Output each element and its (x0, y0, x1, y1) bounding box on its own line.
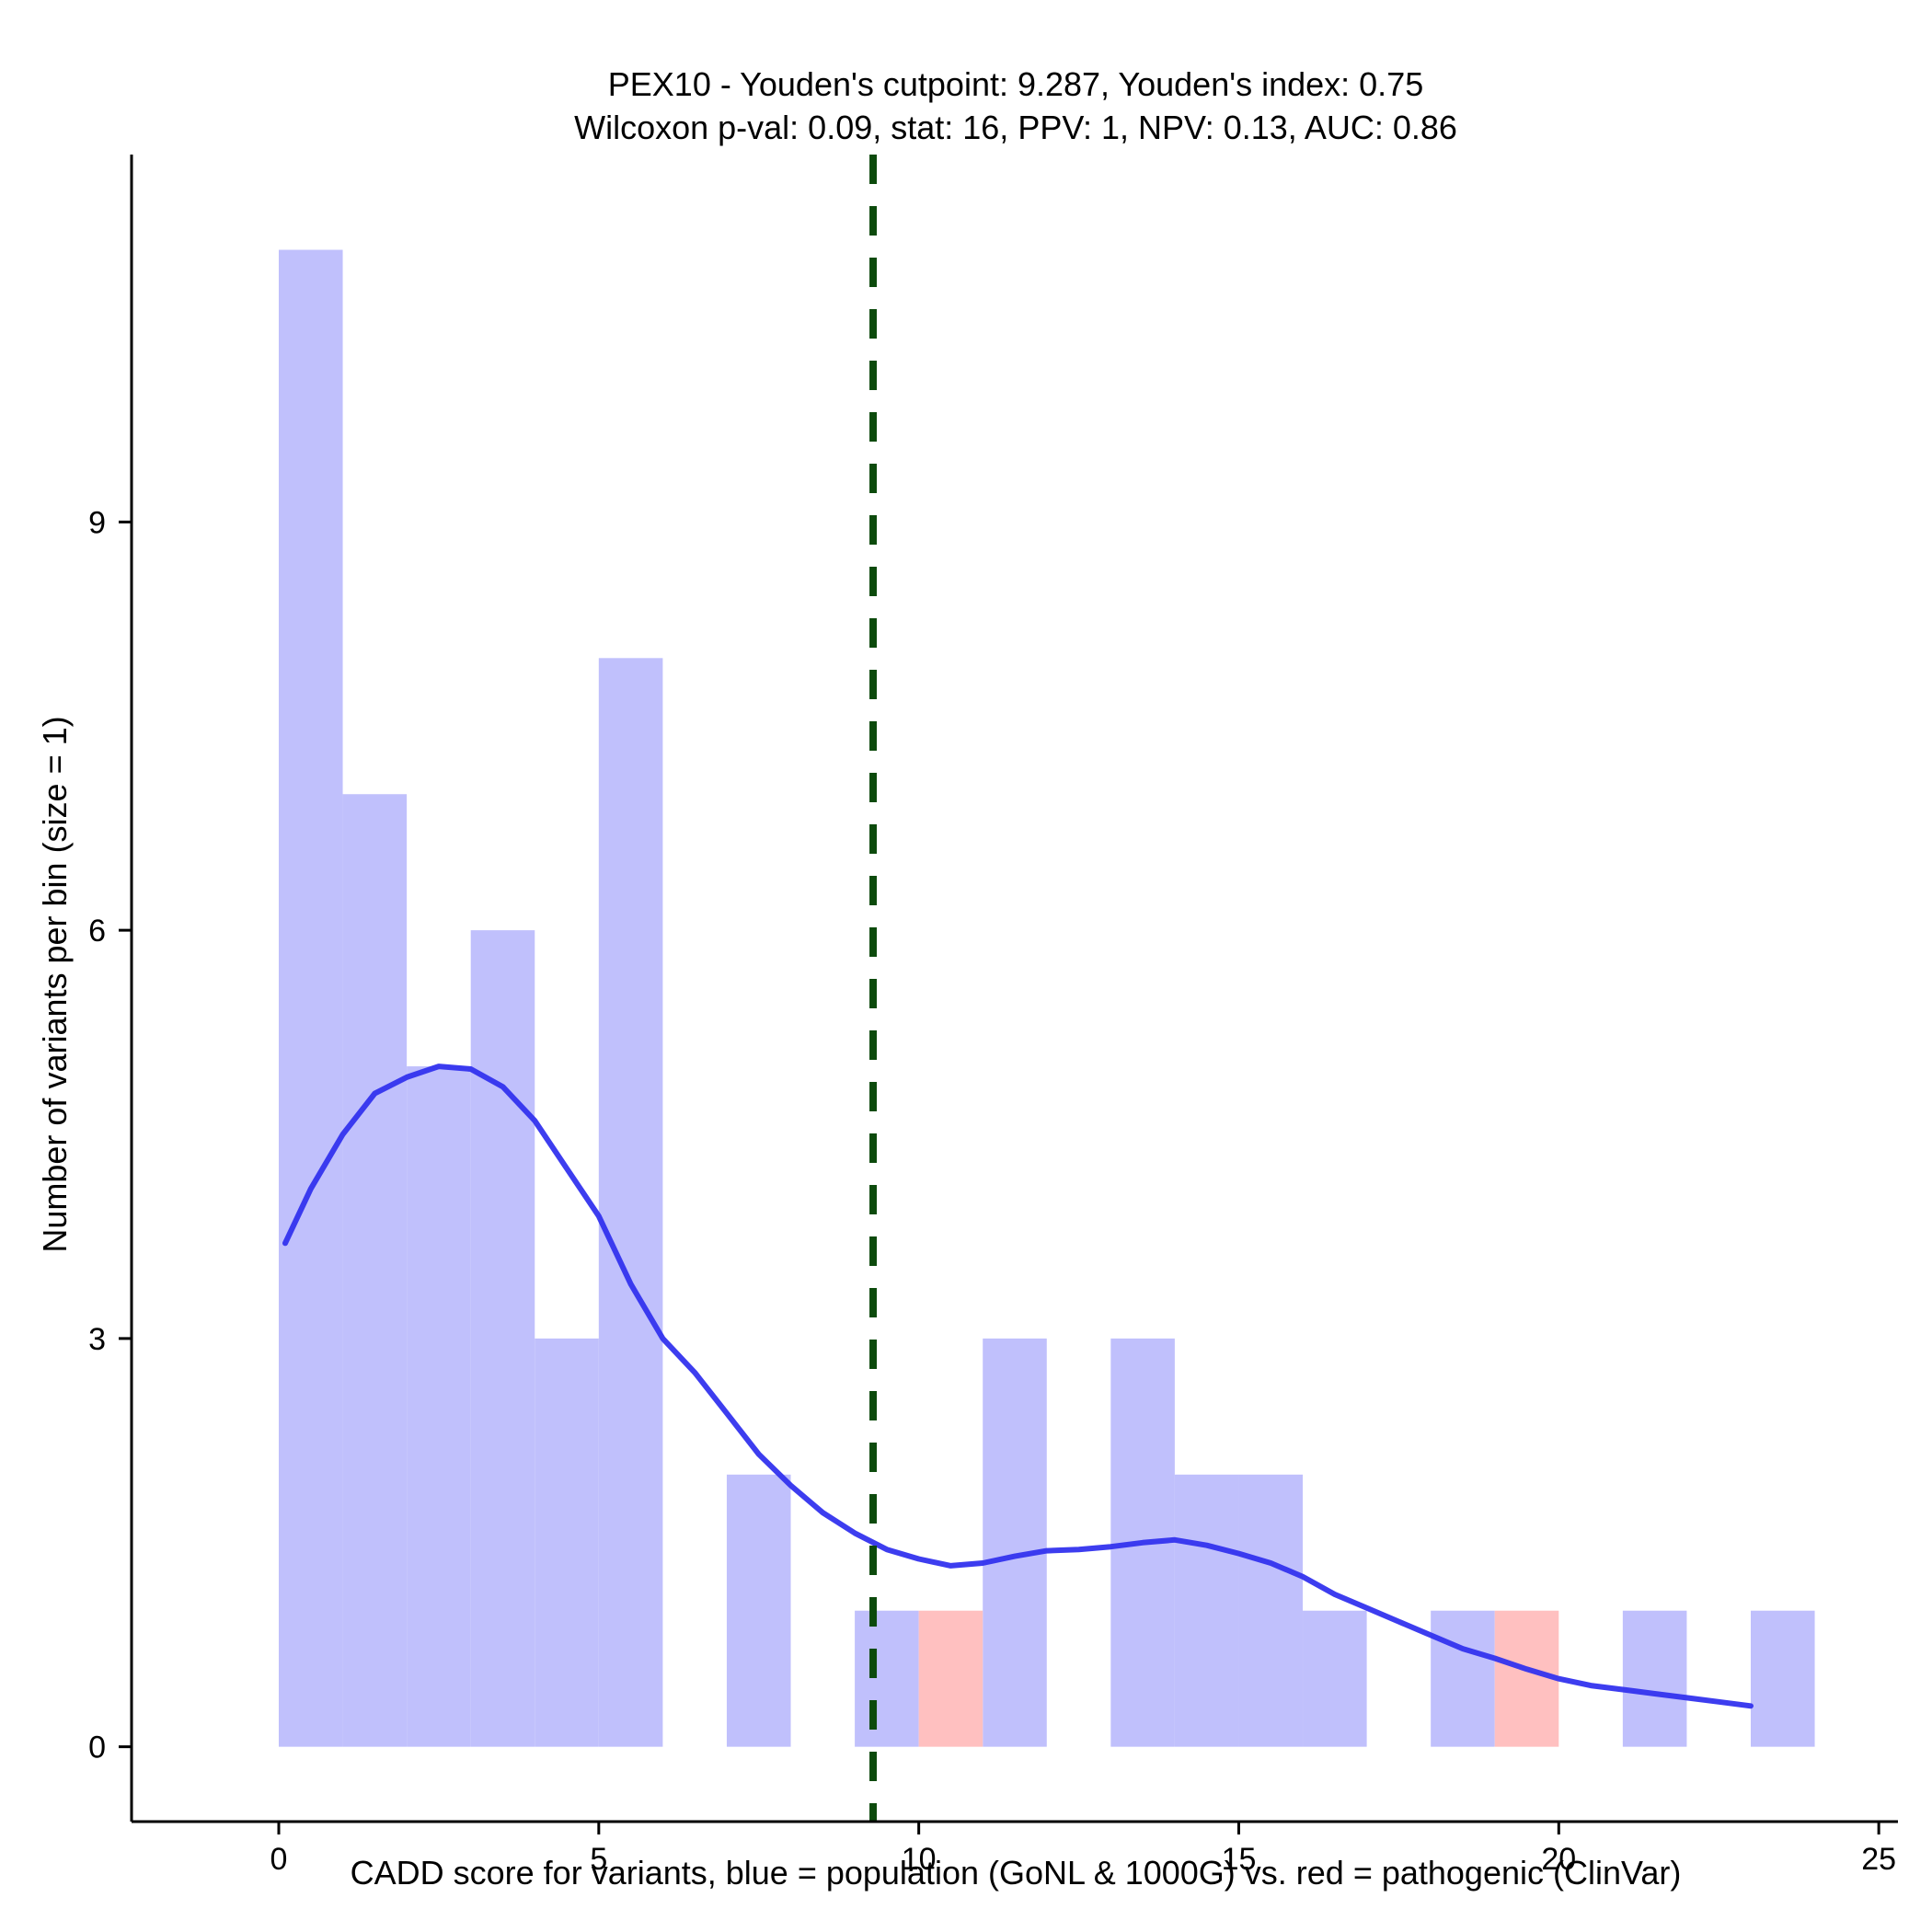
population-bar-0 (279, 249, 343, 1747)
plot-area (279, 155, 1815, 1822)
x-tick-label-15: 15 (1222, 1842, 1257, 1877)
chart-title-line-1: PEX10 - Youden's cutpoint: 9.287, Youden… (608, 65, 1423, 103)
x-tick-label-10: 10 (902, 1842, 937, 1877)
y-tick-label-6: 6 (88, 914, 106, 949)
y-axis-label: Number of variants per bin (size = 1) (36, 716, 74, 1252)
x-axis-label: CADD score for variants, blue = populati… (351, 1854, 1682, 1892)
x-tick-label-20: 20 (1541, 1842, 1576, 1877)
population-bar-4 (535, 1338, 599, 1747)
population-bar-21 (1622, 1610, 1687, 1747)
population-bar-5 (598, 658, 663, 1747)
x-tick-label-0: 0 (270, 1842, 288, 1877)
population-bar-3 (470, 930, 535, 1747)
population-bar-2 (407, 1066, 471, 1747)
population-bar-11 (983, 1338, 1047, 1747)
population-bar-1 (342, 794, 408, 1747)
population-bar-16 (1303, 1610, 1367, 1747)
population-bar-7 (726, 1474, 791, 1747)
pathogenic-bar-10 (918, 1610, 983, 1747)
chart-title-line-2: Wilcoxon p-val: 0.09, stat: 16, PPV: 1, … (574, 109, 1457, 146)
x-tick-label-25: 25 (1861, 1842, 1896, 1877)
population-bar-15 (1238, 1474, 1304, 1747)
population-bar-9 (855, 1610, 919, 1747)
population-bar-18 (1431, 1610, 1495, 1747)
y-tick-label-9: 9 (88, 505, 106, 540)
x-tick-label-5: 5 (590, 1842, 607, 1877)
population-density-line (282, 1064, 1754, 1709)
axes: 0 5 10 15 20 25 0 3 6 9 (88, 155, 1898, 1877)
y-tick-label-0: 0 (88, 1731, 106, 1765)
y-tick-label-3: 3 (88, 1322, 106, 1357)
population-bar-23 (1751, 1610, 1815, 1747)
population-bar-14 (1174, 1474, 1239, 1747)
pathogenic-bar-19 (1494, 1610, 1559, 1747)
